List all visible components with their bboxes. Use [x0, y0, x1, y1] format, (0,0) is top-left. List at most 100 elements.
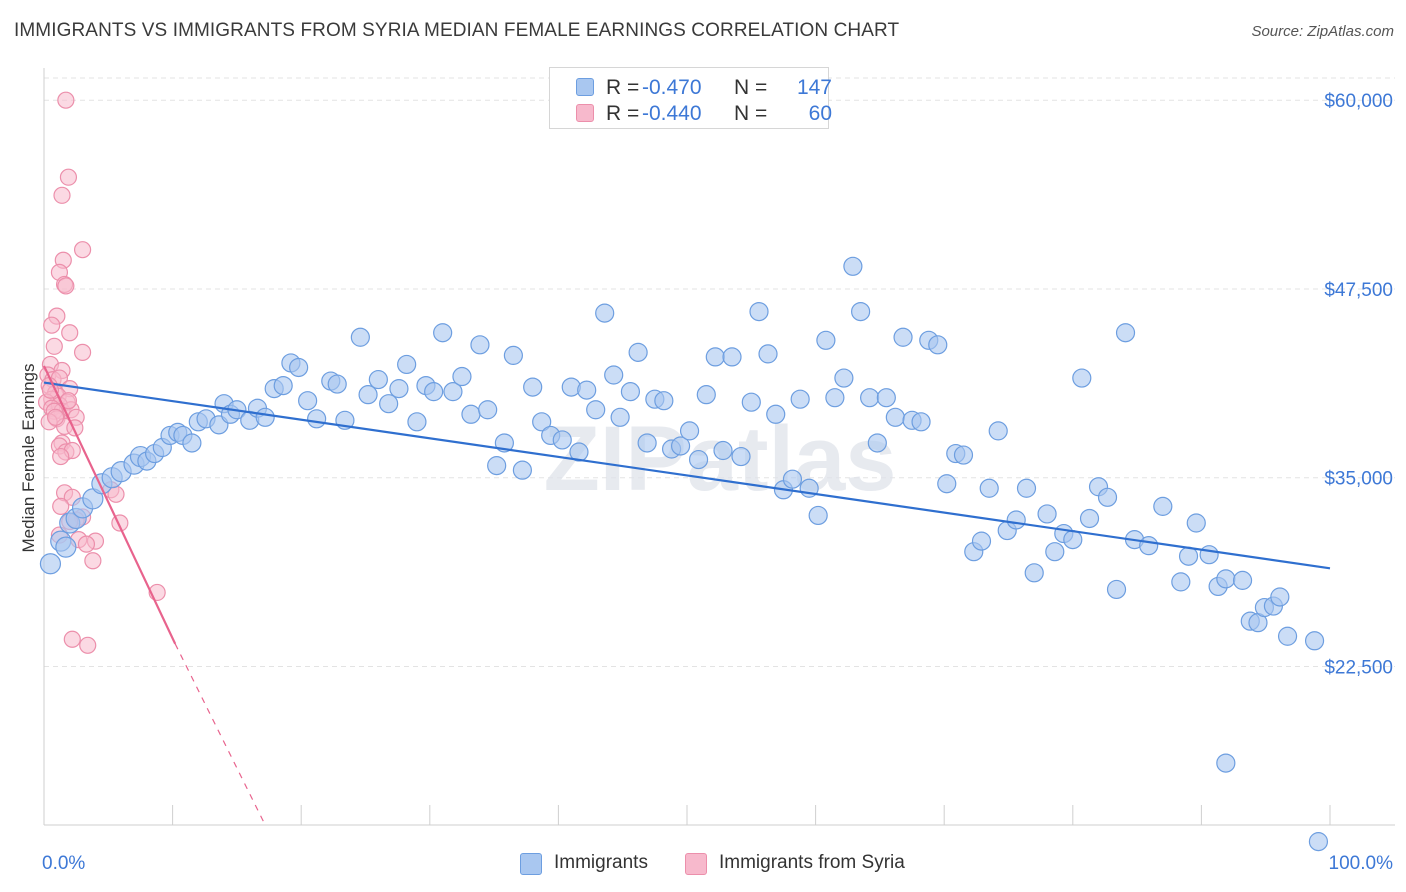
legend-swatch-blue	[576, 78, 594, 96]
data-point-immigrants	[1063, 530, 1083, 550]
data-point-syria	[77, 535, 96, 553]
data-point-immigrants	[1216, 753, 1236, 773]
data-point-immigrants	[273, 375, 293, 396]
data-point-immigrants	[595, 303, 615, 323]
data-point-immigrants	[532, 412, 552, 432]
data-point-immigrants	[979, 478, 999, 498]
bottom-legend-swatch-pink	[685, 853, 707, 875]
data-point-immigrants	[586, 400, 606, 420]
data-point-immigrants	[327, 374, 347, 394]
data-point-syria	[52, 447, 70, 466]
data-point-immigrants	[758, 344, 778, 364]
data-point-immigrants	[1171, 572, 1191, 592]
data-point-immigrants	[937, 474, 957, 494]
data-point-syria	[63, 630, 81, 648]
data-point-immigrants	[782, 469, 803, 489]
data-point-immigrants	[39, 553, 62, 575]
data-point-syria	[46, 408, 65, 426]
data-point-immigrants	[1277, 626, 1298, 646]
data-point-immigrants	[705, 347, 725, 367]
series-immigrants-from-syria	[37, 91, 166, 654]
data-point-immigrants	[503, 345, 523, 365]
data-point-immigrants	[577, 380, 597, 400]
data-point-immigrants	[1270, 587, 1290, 607]
trend-line-syria	[43, 365, 177, 645]
data-point-immigrants	[808, 505, 828, 526]
data-point-immigrants	[478, 400, 498, 420]
data-point-immigrants	[1072, 368, 1092, 388]
bottom-legend-label: Immigrants	[554, 852, 648, 873]
data-point-immigrants	[397, 354, 417, 375]
data-point-syria	[43, 316, 61, 334]
data-point-immigrants	[928, 335, 948, 355]
y-tick-label: $22,500	[1324, 657, 1393, 678]
data-point-immigrants	[443, 382, 463, 402]
legend-r-value: -0.440	[642, 102, 702, 125]
data-point-immigrants	[1037, 504, 1057, 524]
data-point-immigrants	[1139, 536, 1159, 556]
data-point-immigrants	[350, 327, 370, 347]
data-point-immigrants	[461, 404, 481, 424]
chart-title: IMMIGRANTS VS IMMIGRANTS FROM SYRIA MEDI…	[14, 20, 900, 41]
data-point-immigrants	[512, 460, 532, 480]
data-point-immigrants	[379, 394, 399, 414]
data-point-immigrants	[885, 407, 905, 427]
grid-lines	[44, 77, 1395, 667]
data-point-immigrants	[713, 440, 733, 461]
data-point-immigrants	[389, 379, 409, 399]
data-point-immigrants	[1079, 508, 1100, 529]
data-point-immigrants	[816, 330, 836, 350]
legend-swatch-pink	[576, 104, 594, 122]
data-point-immigrants	[523, 377, 543, 397]
data-point-immigrants	[358, 385, 378, 405]
x-tick-label: 100.0%	[1329, 853, 1394, 874]
data-point-immigrants	[749, 302, 769, 322]
y-axis-label: Median Female Earnings	[19, 364, 38, 553]
data-point-immigrants	[433, 323, 453, 343]
data-point-immigrants	[860, 388, 880, 408]
correlation-legend: R = -0.470 N = 147 R = -0.440 N = 60	[549, 67, 832, 129]
data-point-immigrants	[1024, 563, 1044, 583]
data-point-immigrants	[834, 368, 854, 388]
data-point-immigrants	[1178, 546, 1199, 566]
data-point-immigrants	[741, 392, 761, 412]
data-point-immigrants	[867, 433, 887, 453]
data-point-immigrants	[1045, 542, 1065, 562]
data-point-immigrants	[637, 433, 657, 453]
data-point-immigrants	[628, 342, 648, 362]
source-label: Source: ZipAtlas.com	[1251, 23, 1394, 40]
legend-r-label: R =	[606, 102, 640, 125]
data-point-immigrants	[696, 385, 716, 405]
x-tick-labels: 0.0% 100.0%	[42, 853, 1393, 874]
legend-n-label: N =	[734, 102, 768, 125]
data-point-immigrants	[825, 388, 845, 408]
data-point-immigrants	[1308, 832, 1329, 852]
data-point-immigrants	[569, 442, 589, 462]
data-point-immigrants	[407, 412, 427, 432]
data-point-immigrants	[953, 445, 974, 465]
data-point-syria	[73, 241, 92, 259]
y-tick-label: $60,000	[1324, 91, 1393, 112]
data-point-immigrants	[289, 357, 309, 378]
data-point-immigrants	[1006, 510, 1026, 530]
data-point-immigrants	[1153, 496, 1173, 516]
trend-lines	[43, 365, 1331, 826]
legend-n-value: 60	[808, 102, 832, 125]
data-point-immigrants	[1115, 323, 1136, 343]
bottom-legend-label: Immigrants from Syria	[719, 852, 905, 873]
trend-line-immigrants	[43, 381, 1331, 570]
data-point-syria	[79, 636, 97, 654]
data-point-immigrants	[679, 421, 700, 441]
data-point-immigrants	[604, 365, 624, 385]
data-point-immigrants	[424, 382, 444, 402]
trend-line-syria-extension	[174, 643, 266, 826]
data-point-immigrants	[1016, 478, 1037, 498]
data-point-immigrants	[255, 407, 275, 427]
data-point-immigrants	[452, 366, 472, 387]
data-point-syria	[59, 168, 78, 186]
data-point-immigrants	[790, 389, 810, 409]
legend-r-value: -0.470	[642, 76, 702, 99]
data-point-immigrants	[561, 377, 581, 397]
data-point-immigrants	[307, 409, 327, 429]
